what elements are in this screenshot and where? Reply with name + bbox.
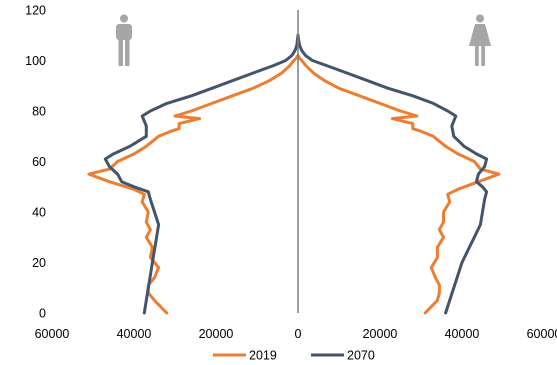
series-line-2019-right [296,53,501,315]
x-tick-label: 20000 [199,327,234,341]
y-tick-label: 80 [32,105,46,119]
x-tick-label: 40000 [445,327,480,341]
y-tick-label: 0 [39,307,46,321]
series-layer [87,33,501,315]
female-icon [469,14,491,66]
series-line-2070-left [103,33,300,315]
x-axis-ticks: 60000 40000 20000 0 20000 40000 60000 [35,327,557,341]
x-tick-label: 60000 [527,327,557,341]
male-icon [116,14,132,66]
y-tick-label: 20 [32,256,46,270]
y-tick-label: 100 [25,54,46,68]
x-tick-label: 20000 [363,327,398,341]
legend-label-2019: 2019 [249,349,277,363]
y-tick-label: 120 [25,4,46,18]
series-line-2070-right [296,33,489,315]
series-line-2019-left [87,53,300,315]
x-tick-label: 60000 [35,327,70,341]
x-tick-label: 40000 [117,327,152,341]
gender-icons [116,14,491,66]
y-tick-label: 60 [32,155,46,169]
legend: 2019 2070 [213,349,375,363]
legend-label-2070: 2070 [347,349,375,363]
x-tick-label: 0 [295,327,302,341]
y-axis-ticks: 0 20 40 60 80 100 120 [25,4,46,321]
y-tick-label: 40 [32,206,46,220]
